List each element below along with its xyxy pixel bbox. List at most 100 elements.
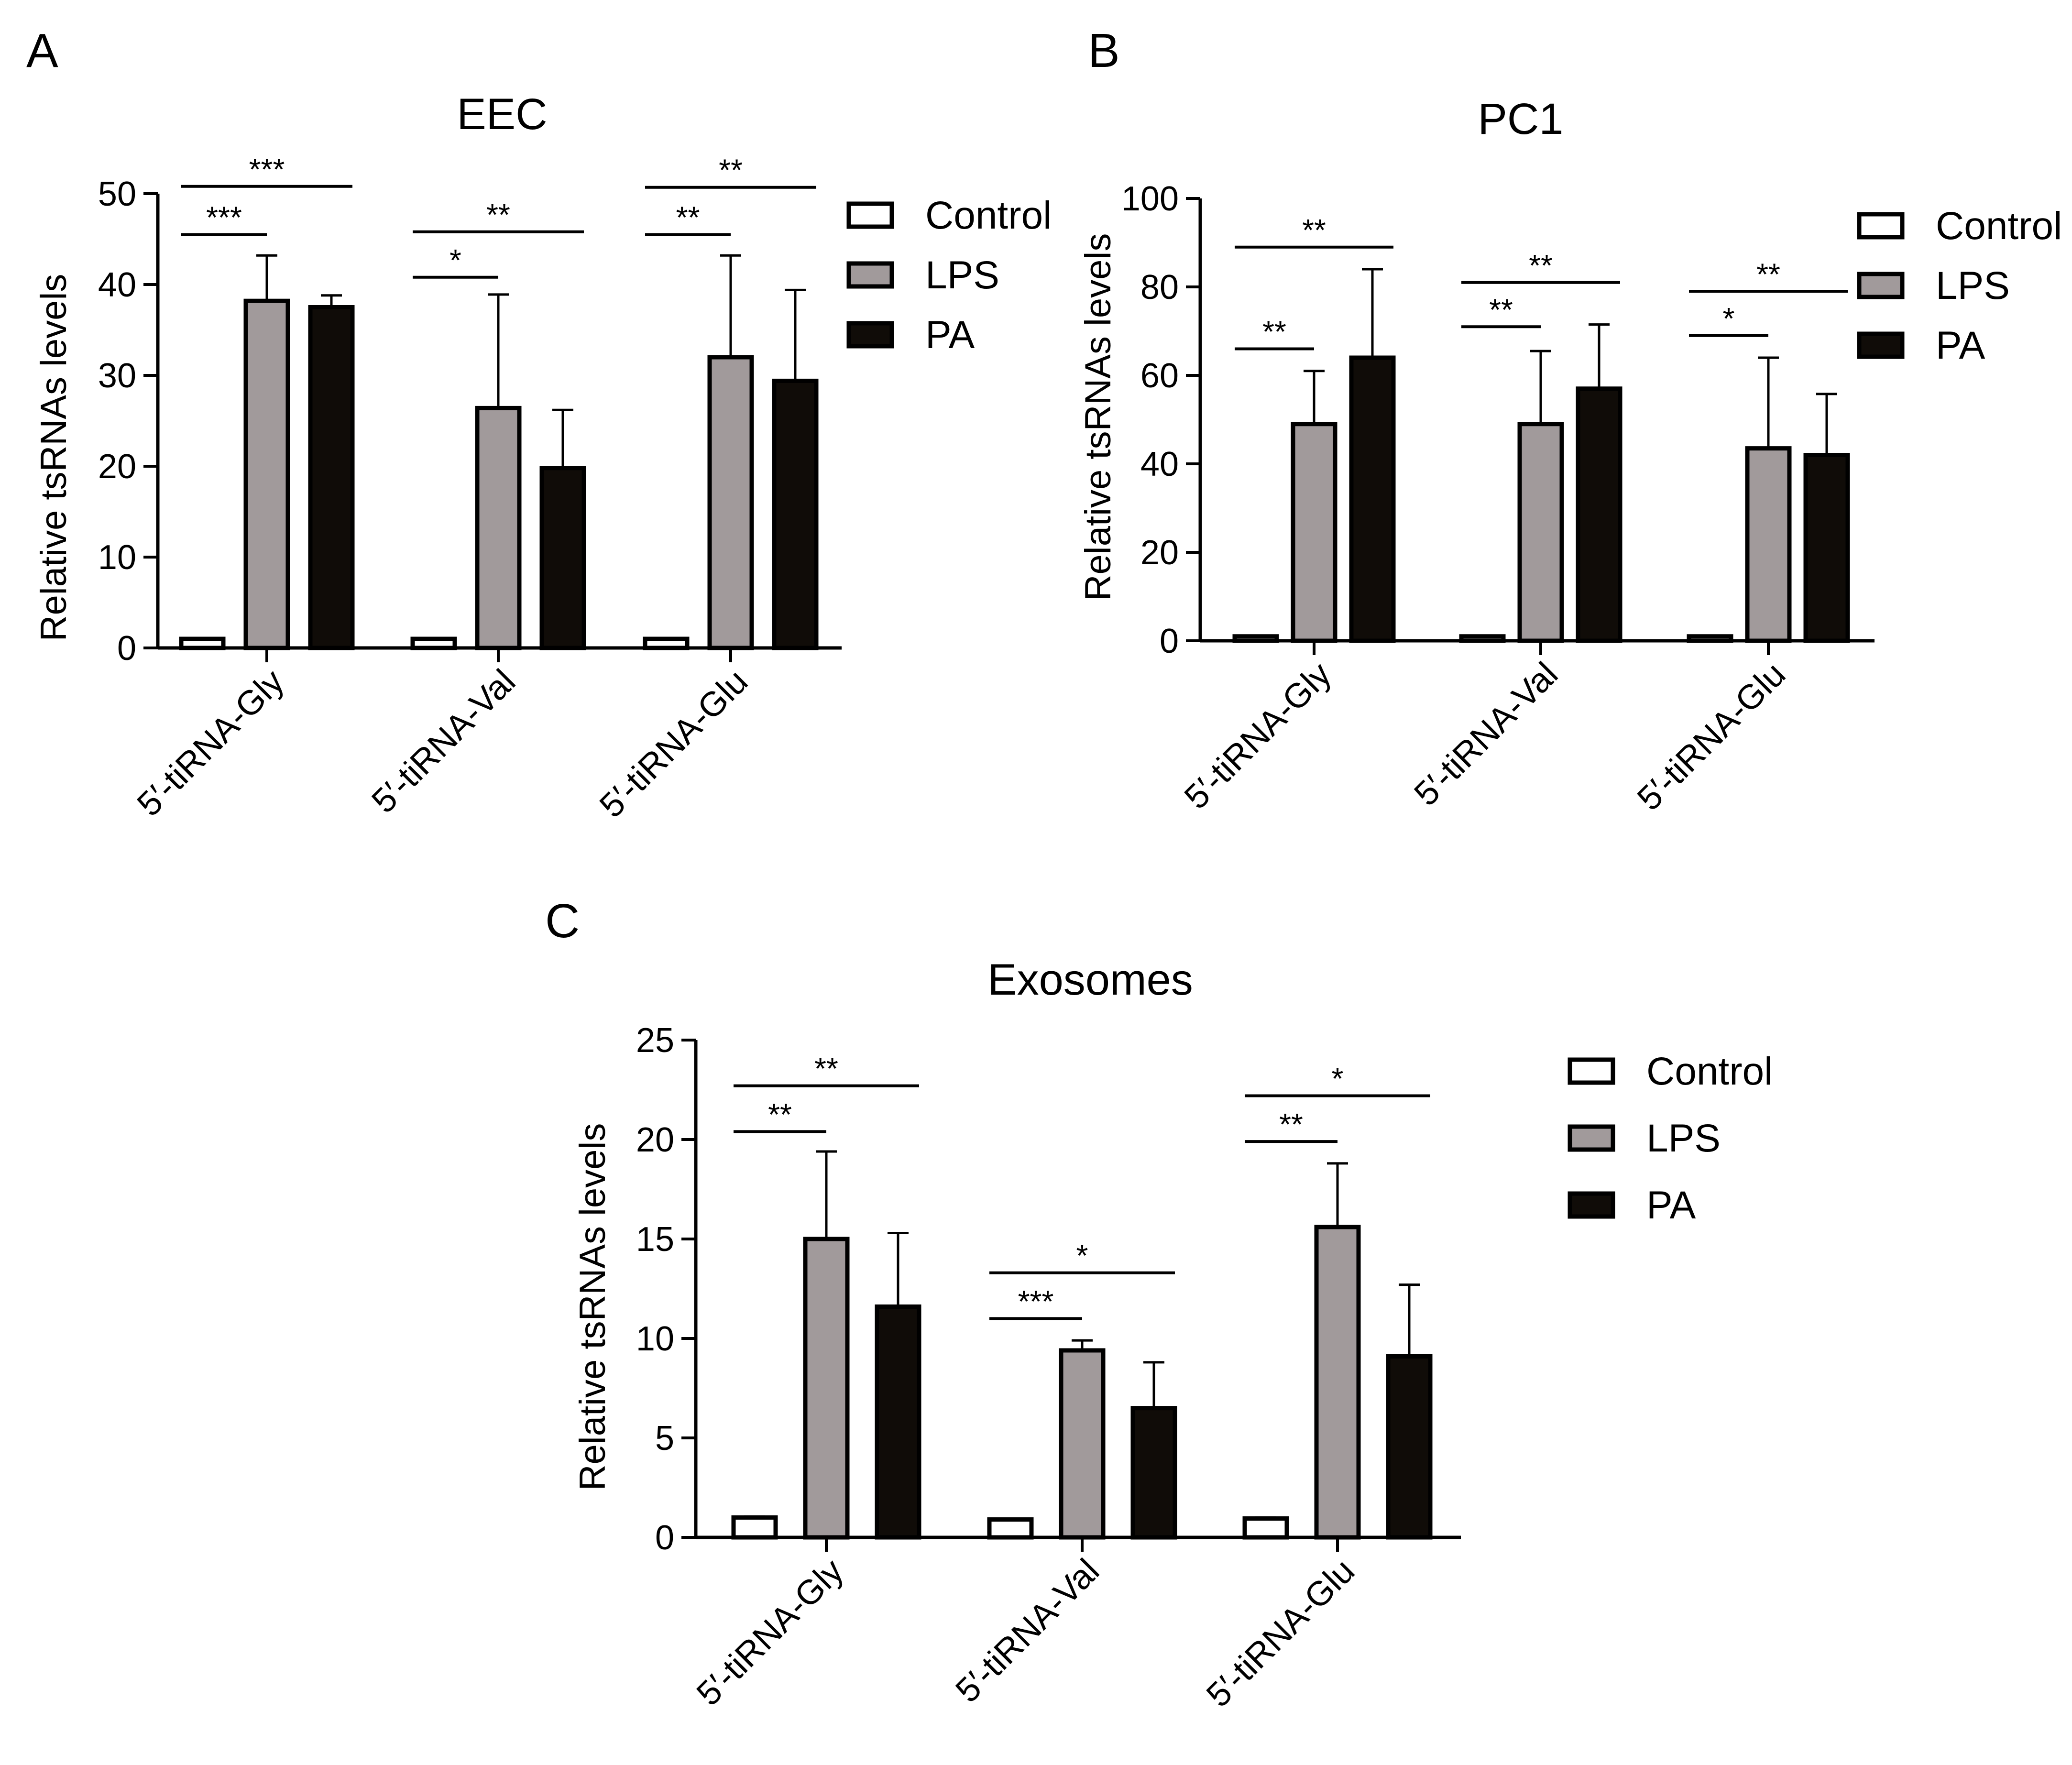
significance-label: * xyxy=(1723,301,1735,336)
legend-swatch-lps xyxy=(1568,1124,1615,1152)
chart-title: Exosomes xyxy=(987,955,1193,1004)
significance-label: ** xyxy=(1302,213,1326,247)
bar-control xyxy=(1459,634,1506,643)
y-tick-label: 60 xyxy=(1140,357,1179,395)
legend-swatch-pa xyxy=(1857,331,1905,359)
legend: Control LPS PA xyxy=(1857,204,2062,367)
significance-label: ** xyxy=(768,1097,792,1131)
significance-label: *** xyxy=(1018,1284,1054,1318)
significance-label: ** xyxy=(1262,315,1286,349)
bar-lps xyxy=(1291,422,1337,643)
significance-label: ** xyxy=(1529,248,1553,283)
legend-swatch-control xyxy=(846,201,894,229)
x-tick-label: 5′-tiRNA-Glu xyxy=(1199,1552,1362,1715)
bar-control xyxy=(987,1517,1034,1540)
y-tick-label: 40 xyxy=(1140,445,1179,483)
legend-swatch-pa xyxy=(1568,1191,1615,1219)
bar-control xyxy=(731,1515,778,1540)
y-tick-label: 0 xyxy=(117,629,136,668)
y-tick-label: 10 xyxy=(98,538,136,577)
y-tick-label: 20 xyxy=(636,1121,674,1159)
y-axis-label: Relative tsRNAs levels xyxy=(572,1123,613,1491)
x-tick-label: 5′-tiRNA-Val xyxy=(364,662,523,821)
y-tick-label: 80 xyxy=(1140,268,1179,307)
legend-label: LPS xyxy=(1936,264,2010,307)
y-tick-label: 30 xyxy=(98,357,136,395)
panel-a: A EEC Relative tsRNAs levels 0 10 20 30 40 50… xyxy=(26,24,1052,825)
y-tick-label: 20 xyxy=(98,448,136,486)
bar-pa xyxy=(1803,453,1850,643)
legend-label: Control xyxy=(925,194,1052,237)
legend-swatch-pa xyxy=(846,321,894,349)
bar-pa xyxy=(308,305,355,650)
legend: Control LPS PA xyxy=(846,194,1052,357)
bar-lps xyxy=(707,355,754,650)
bar-control xyxy=(410,636,457,650)
panel-label: B xyxy=(1088,24,1120,77)
significance-label: * xyxy=(1332,1061,1344,1096)
bar-control xyxy=(643,636,690,650)
bar-lps xyxy=(243,298,290,650)
bar-lps xyxy=(1517,422,1564,643)
bar-pa xyxy=(1130,1406,1177,1540)
panel-c: C Exosomes Relative tsRNAs levels 0 5 10 15… xyxy=(545,894,1773,1714)
legend-swatch-control xyxy=(1568,1057,1615,1085)
bar-pa xyxy=(539,466,586,650)
legend-label: LPS xyxy=(1646,1117,1721,1160)
legend-label: PA xyxy=(1936,324,1985,367)
bar-pa xyxy=(772,378,819,650)
plot-area: 0 20 40 60 80 100 5′-tiRNA-Gly 5′-tiRNA-Val 5′-t… xyxy=(1121,180,1875,818)
x-tick-label: 5′-tiRNA-Gly xyxy=(130,662,292,824)
legend-swatch-lps xyxy=(1857,272,1905,299)
significance-label: ** xyxy=(676,200,700,235)
legend-label: PA xyxy=(925,313,975,357)
legend: Control LPS PA xyxy=(1568,1050,1773,1227)
panel-label: C xyxy=(545,894,580,948)
legend-label: PA xyxy=(1646,1184,1696,1227)
bar-pa xyxy=(875,1304,921,1540)
y-tick-label: 50 xyxy=(98,175,136,213)
panel-b: B PC1 Relative tsRNAs levels 0 20 40 60 80 10… xyxy=(1078,24,2062,818)
significance-label: ** xyxy=(1279,1107,1303,1141)
bar-pa xyxy=(1386,1354,1433,1540)
significance-label: *** xyxy=(249,152,285,186)
bar-control xyxy=(1232,634,1279,643)
bar-lps xyxy=(475,406,522,650)
y-tick-label: 40 xyxy=(98,266,136,304)
legend-swatch-control xyxy=(1857,212,1905,240)
y-tick-label: 15 xyxy=(636,1220,674,1259)
y-tick-label: 5 xyxy=(655,1419,674,1458)
bar-pa xyxy=(1349,355,1396,643)
bar-control xyxy=(179,636,226,650)
x-tick-label: 5′-tiRNA-Val xyxy=(1407,655,1565,813)
x-tick-label: 5′-tiRNA-Gly xyxy=(1177,655,1339,817)
significance-label: * xyxy=(449,243,461,277)
x-tick-label: 5′-tiRNA-Glu xyxy=(592,662,756,825)
y-axis-label: Relative tsRNAs levels xyxy=(1078,233,1118,601)
bar-pa xyxy=(1576,386,1623,643)
y-tick-label: 20 xyxy=(1140,534,1179,572)
significance-label: ** xyxy=(814,1052,838,1086)
chart-title: PC1 xyxy=(1478,95,1564,143)
plot-area: 0 5 10 15 20 25 5′-tiRNA-Gly 5′-tiRNA-Val 5′-tiR… xyxy=(636,1021,1461,1714)
bar-control xyxy=(1242,1516,1289,1540)
significance-label: ** xyxy=(719,153,743,187)
significance-label: *** xyxy=(206,200,242,235)
legend-label: LPS xyxy=(925,253,999,297)
y-axis-label: Relative tsRNAs levels xyxy=(33,274,74,642)
x-tick-label: 5′-tiRNA-Glu xyxy=(1630,655,1793,818)
y-tick-label: 25 xyxy=(636,1021,674,1060)
y-tick-label: 100 xyxy=(1121,180,1179,218)
bar-lps xyxy=(1059,1348,1106,1540)
x-tick-label: 5′-tiRNA-Gly xyxy=(690,1552,851,1713)
chart-title: EEC xyxy=(457,90,547,139)
legend-swatch-lps xyxy=(846,261,894,289)
plot-area: 0 10 20 30 40 50 5′-tiRNA-Gly 5′-tiRNA-Val 5′-ti… xyxy=(98,152,842,825)
significance-label: ** xyxy=(1756,257,1780,291)
y-tick-label: 0 xyxy=(1160,622,1179,660)
legend-label: Control xyxy=(1936,204,2062,248)
significance-label: * xyxy=(1076,1239,1088,1273)
bar-control xyxy=(1687,634,1733,643)
bar-lps xyxy=(1314,1225,1361,1540)
